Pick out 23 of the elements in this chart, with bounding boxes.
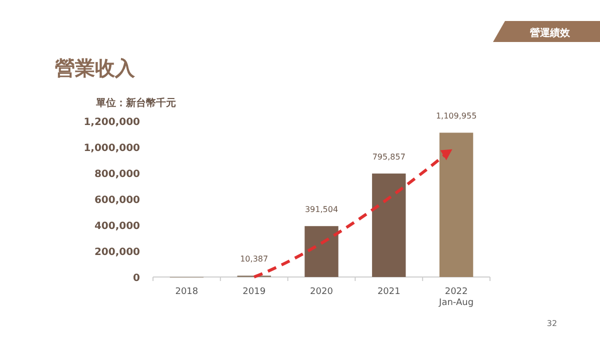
y-tick-label: 1,200,000 <box>84 117 140 128</box>
bar <box>439 132 474 277</box>
x-tick-label: 2020 <box>310 287 334 297</box>
y-tick-label: 800,000 <box>94 169 140 180</box>
data-label: 1,109,955 <box>436 112 477 121</box>
y-axis-title: 單位：新台幣千元 <box>95 97 176 109</box>
text: 營運績效 <box>530 27 571 39</box>
y-tick-label: 200,000 <box>94 247 140 258</box>
x-tick-label: 2018 <box>175 287 198 297</box>
y-tick-label: 600,000 <box>94 195 140 206</box>
chart-title: 營業收入 <box>55 56 136 80</box>
data-label: 795,857 <box>372 152 406 162</box>
y-tick-label: 1,000,000 <box>84 143 140 154</box>
text: 32 <box>546 319 558 328</box>
y-tick-label: 400,000 <box>94 221 140 232</box>
bar <box>304 226 338 277</box>
y-tick-label: 0 <box>133 273 140 284</box>
x-tick-label: 2021 <box>377 287 400 297</box>
x-tick-label: 2022 Jan-Aug <box>438 287 474 308</box>
bar <box>372 174 406 277</box>
data-label: 391,504 <box>304 205 338 214</box>
data-label: 10,387 <box>240 254 268 264</box>
x-tick-label: 2019 <box>242 287 266 297</box>
